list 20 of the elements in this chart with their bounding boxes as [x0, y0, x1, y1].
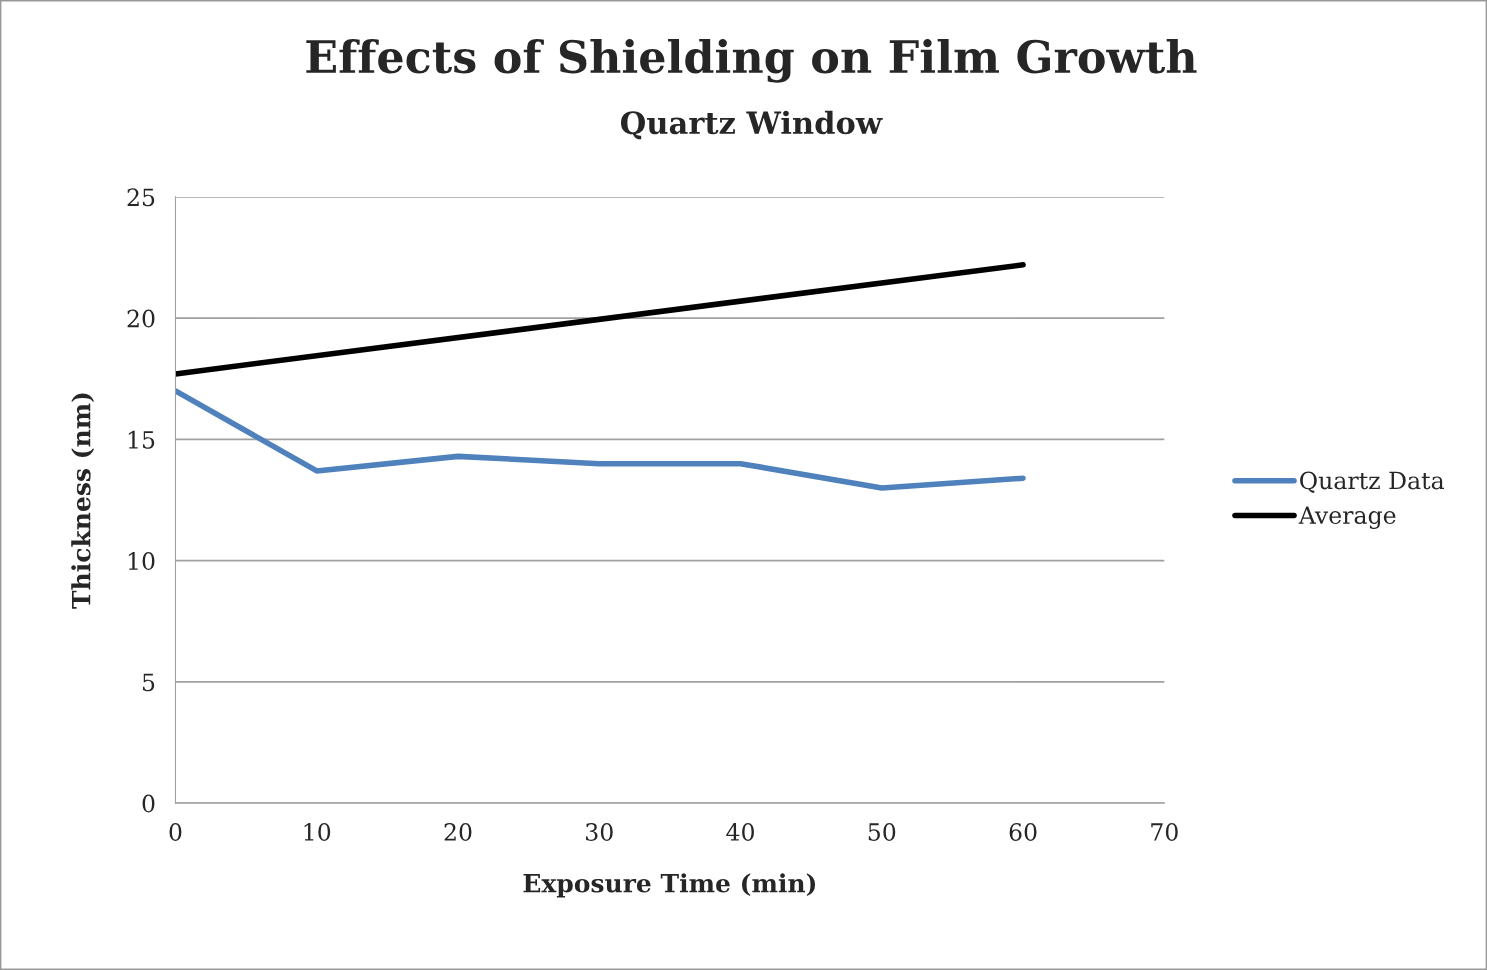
y-tick-label: 25: [127, 188, 155, 207]
y-tick-label: 15: [128, 430, 155, 449]
x-tick-label: 40: [726, 823, 754, 841]
y-tick-label: 0: [142, 794, 155, 813]
y-tick-label: 10: [128, 552, 155, 570]
legend-label: Average: [1298, 506, 1396, 529]
y-tick-label: 5: [143, 673, 155, 692]
x-tick-label: 30: [586, 823, 613, 841]
chart-title: Effects of Shielding on Film Growth: [306, 38, 1197, 83]
x-tick-label: 60: [1009, 823, 1037, 841]
x-tick-label: 70: [1151, 823, 1178, 841]
y-tick-label: 20: [127, 309, 155, 328]
chart-subtitle: Quartz Window: [620, 110, 883, 140]
y-axis-title: Thickness (nm): [71, 393, 95, 609]
x-tick-label: 10: [304, 823, 331, 841]
x-tick-label: 50: [868, 823, 896, 841]
x-tick-label: 0: [169, 823, 182, 841]
x-axis-title: Exposure Time (min): [523, 873, 816, 898]
legend-label: Quartz Data: [1300, 471, 1445, 493]
x-tick-label: 20: [444, 823, 472, 841]
